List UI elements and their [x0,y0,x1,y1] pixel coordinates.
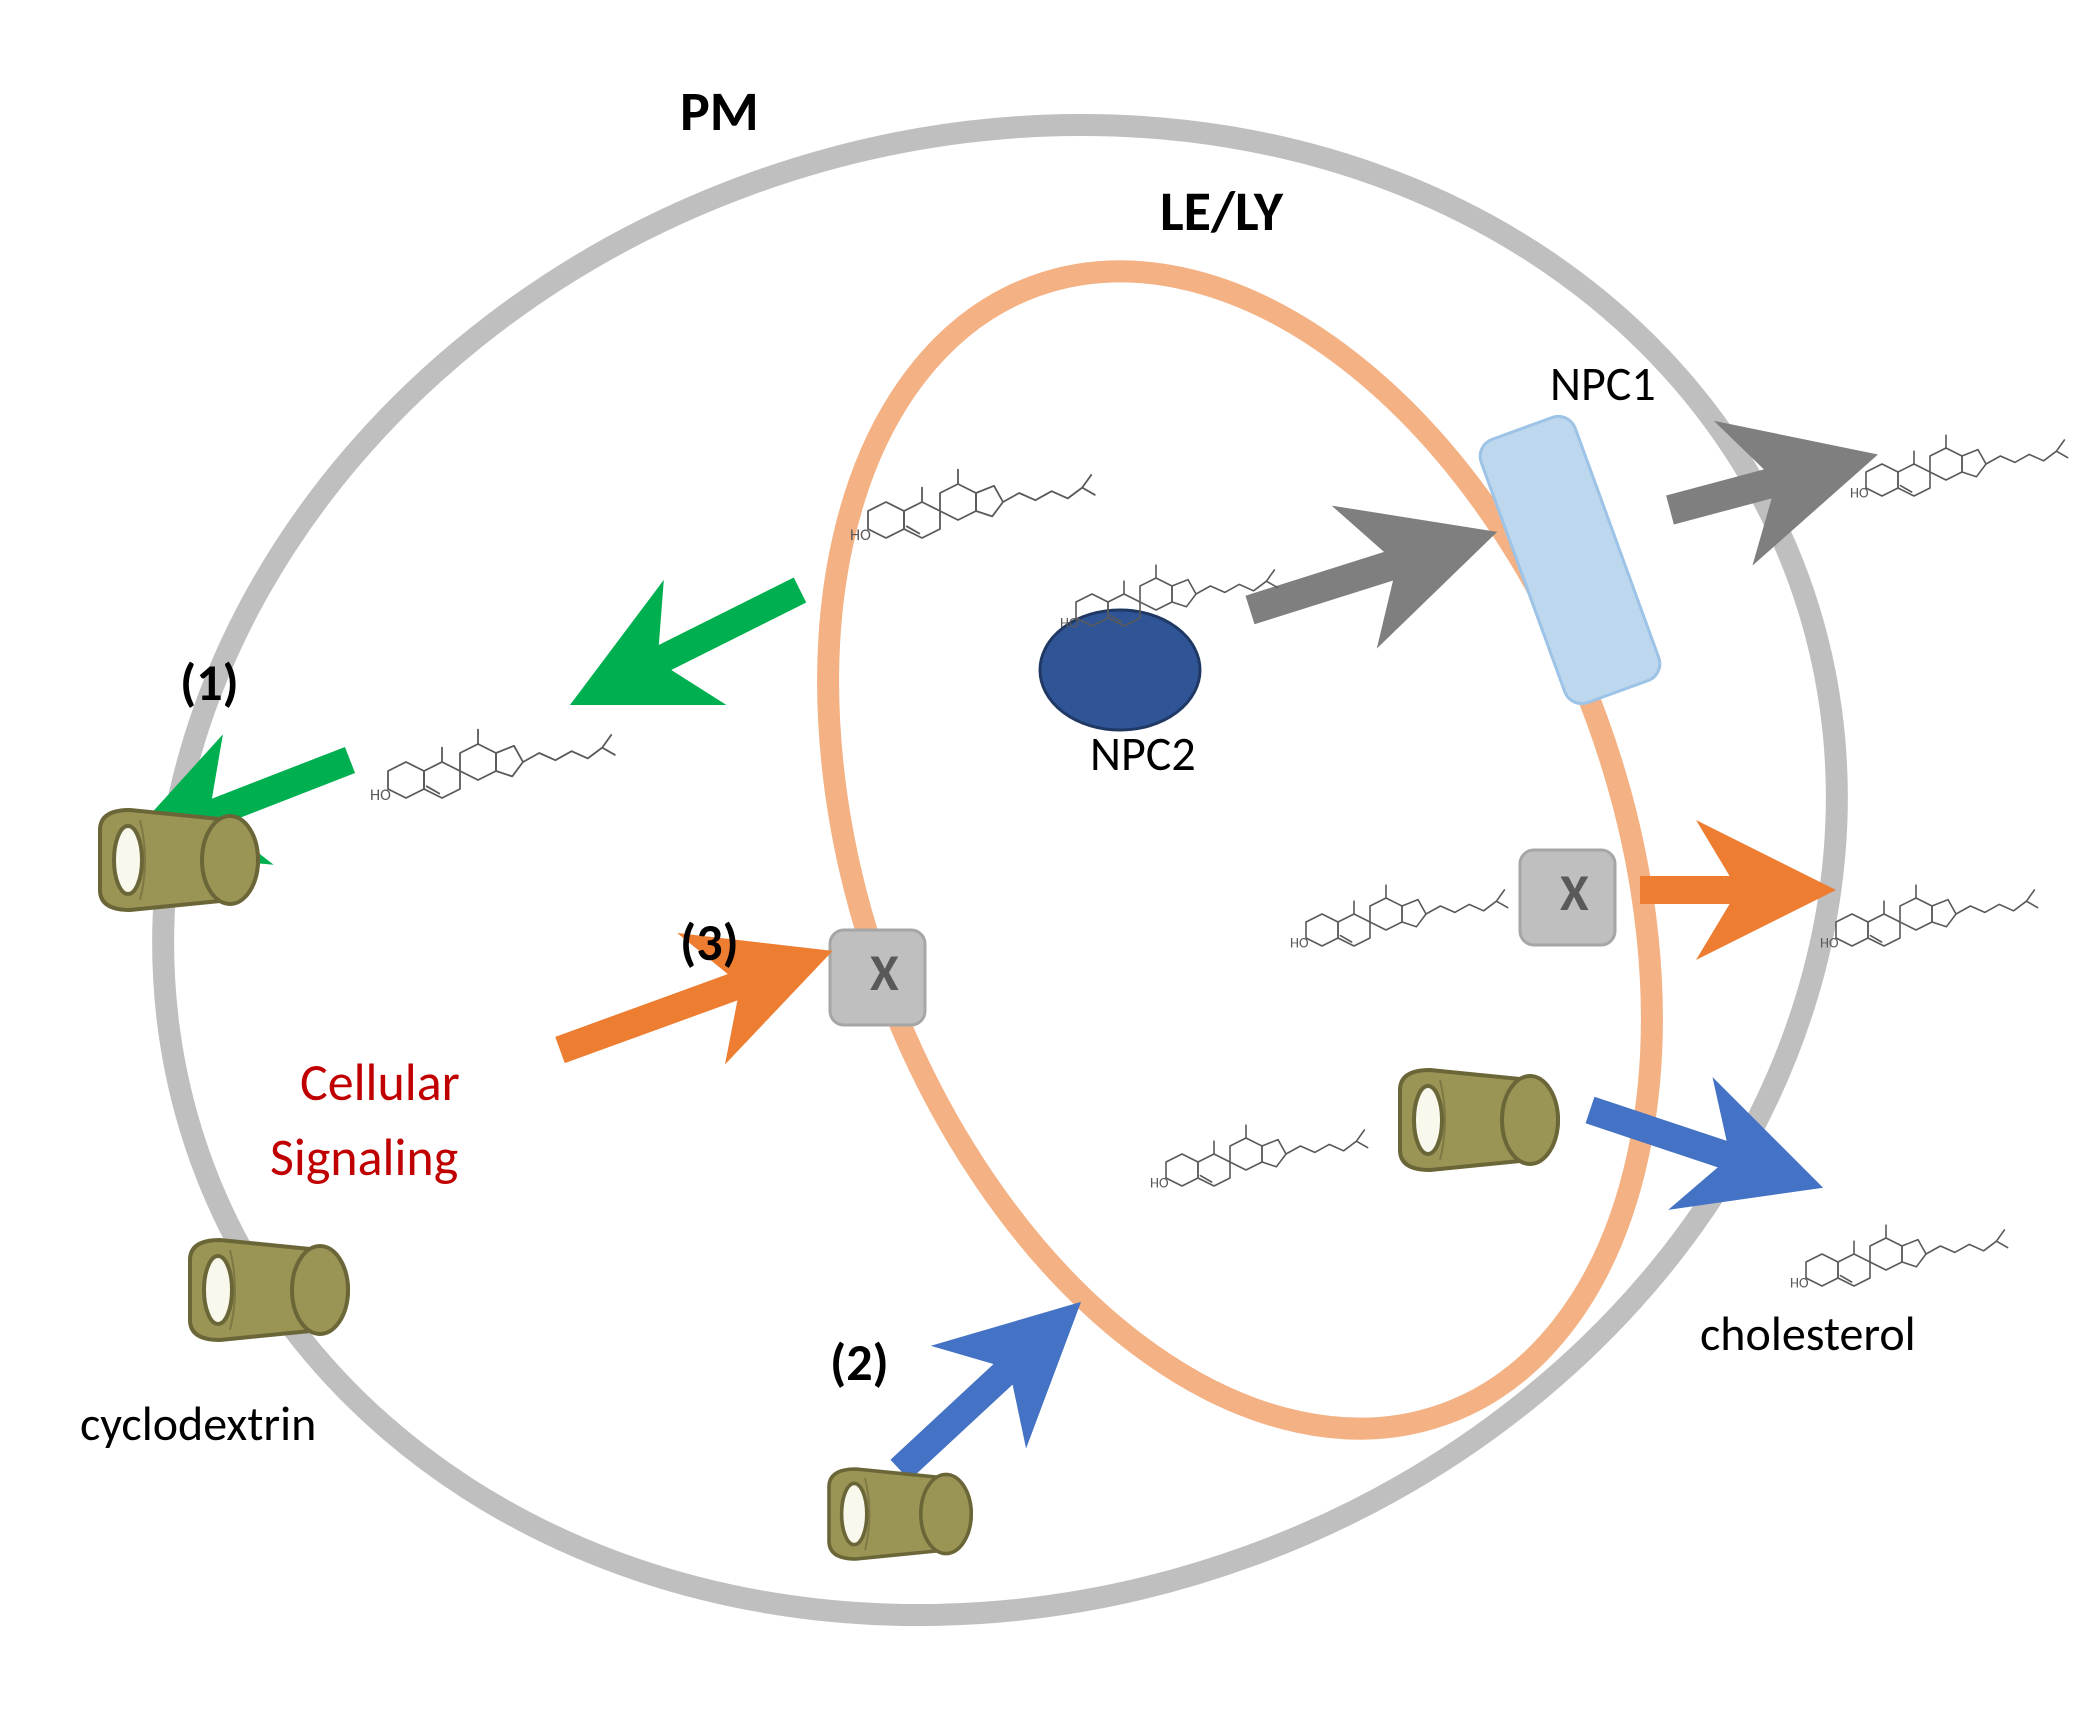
label-x2: X [1560,860,1589,924]
label-pm: PM [680,78,759,146]
plasma-membrane [0,0,2048,1710]
arrow-green1 [620,590,800,680]
arrow-gray2 [1670,470,1820,510]
label-lely: LE/LY [1160,178,1284,246]
npc1-protein [1475,411,1665,708]
cholesterol-icon-2 [370,730,615,805]
label-num2: (2) [830,1330,889,1394]
arrow-gray1 [1250,550,1440,610]
cyclodextrin-icon-1 [100,810,258,910]
cholesterol-icon-5 [1290,885,1508,951]
arrow-blue1 [900,1340,1040,1470]
cyclodextrin-icon-2 [190,1240,348,1340]
label-num3: (3) [680,910,739,974]
label-signaling: Signaling [270,1125,458,1189]
label-npc1: NPC1 [1550,354,1656,413]
cholesterol-icon-6 [1820,885,2038,951]
cyclodextrin-icon-4 [1400,1070,1558,1170]
label-cellular: Cellular [300,1050,460,1114]
cholesterol-icon-4 [1850,435,2068,501]
cholesterol-icon-8 [1790,1225,2008,1291]
cyclodextrin-icon-3 [829,1469,971,1559]
arrow-orange1 [560,970,780,1050]
label-cyclodextrin: cyclodextrin [80,1394,316,1453]
label-num1: (1) [180,650,239,714]
cholesterol-icon-7 [1150,1125,1368,1191]
label-cholesterol: cholesterol [1700,1304,1916,1363]
label-x1: X [870,940,899,1004]
cholesterol-icon-1 [850,470,1095,545]
label-npc2: NPC2 [1090,724,1196,783]
